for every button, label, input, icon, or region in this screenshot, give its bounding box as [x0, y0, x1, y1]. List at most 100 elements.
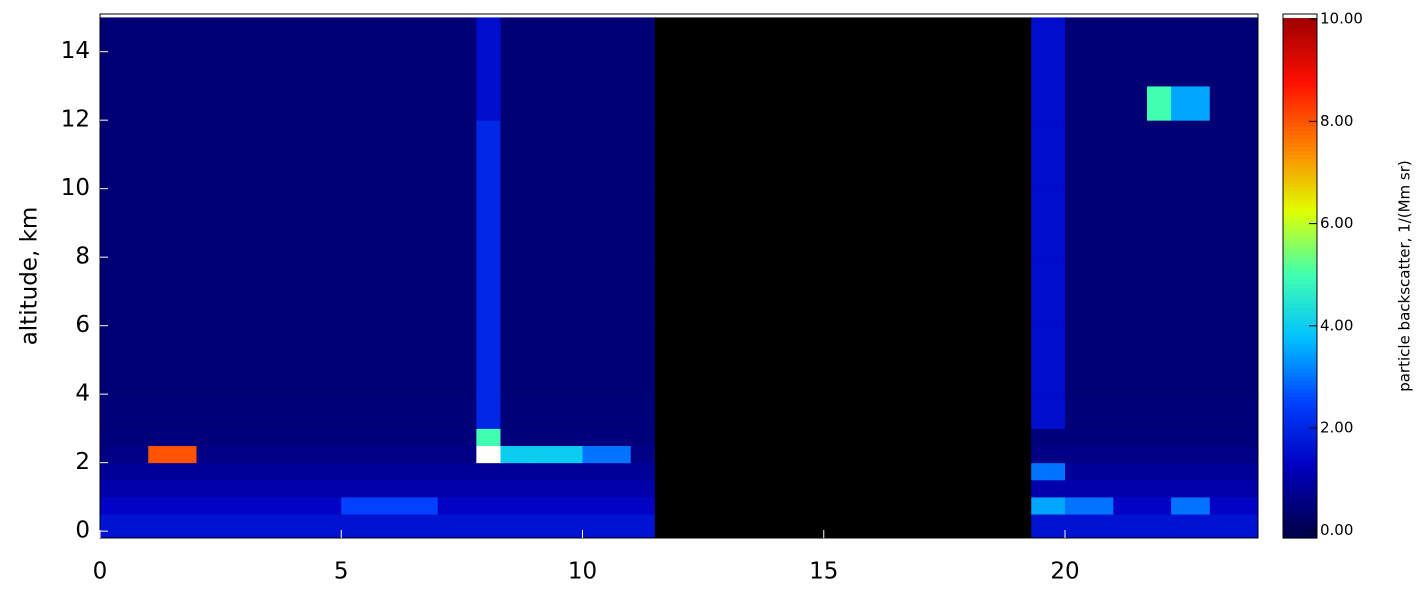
heatmap-cell — [1065, 445, 1114, 464]
heatmap-cell — [534, 428, 583, 447]
heatmap-cell — [1171, 514, 1211, 539]
heatmap-cell — [1065, 496, 1114, 515]
heatmap-cell — [500, 462, 535, 481]
heatmap-cell — [654, 445, 1032, 464]
heatmap-cell — [389, 479, 439, 498]
heatmap — [100, 17, 1259, 539]
colorbar-swatch — [1283, 50, 1317, 55]
heatmap-cell — [437, 496, 477, 515]
colorbar-swatch — [1283, 74, 1317, 80]
heatmap-cell — [500, 85, 535, 121]
heatmap-cell — [437, 514, 477, 539]
colorbar-swatch — [1283, 215, 1317, 221]
heatmap-cell — [1171, 428, 1211, 447]
colorbar-swatch — [1283, 384, 1317, 390]
colorbar-swatch — [1283, 404, 1317, 410]
heatmap-cell — [476, 462, 501, 481]
heatmap-cell — [630, 325, 656, 395]
colorbar-swatch — [1283, 336, 1317, 342]
heatmap-cell — [244, 120, 294, 190]
colorbar-swatch — [1283, 167, 1317, 172]
heatmap-cell — [100, 257, 149, 327]
colorbar-swatch — [1283, 409, 1317, 414]
heatmap-cell — [341, 85, 390, 121]
colorbar-swatch — [1283, 175, 1317, 180]
heatmap-cell — [476, 325, 501, 395]
colorbar-swatch — [1283, 138, 1317, 144]
colorbar-swatch — [1283, 70, 1317, 76]
heatmap-cell — [100, 428, 149, 447]
heatmap-cell — [582, 428, 632, 447]
heatmap-cell — [148, 257, 197, 327]
heatmap-cell — [389, 445, 439, 464]
heatmap-cell — [1113, 17, 1148, 87]
colorbar-swatch — [1283, 413, 1317, 418]
colorbar-swatch — [1283, 110, 1317, 116]
heatmap-cell — [1209, 394, 1259, 429]
heatmap-cell — [293, 394, 342, 429]
heatmap-cell — [1113, 188, 1148, 258]
colorbar-swatch — [1283, 30, 1317, 35]
plot-frame — [99, 13, 1259, 539]
heatmap-cell — [476, 85, 501, 121]
colorbar-swatch — [1283, 78, 1317, 84]
heatmap-cell — [500, 188, 535, 258]
colorbar-swatch — [1283, 477, 1317, 483]
colorbar-swatch — [1283, 489, 1317, 495]
colorbar-swatch — [1283, 421, 1317, 426]
colorbar-swatch — [1283, 126, 1317, 132]
heatmap-cell — [1065, 120, 1114, 190]
x-tick-label: 10 — [568, 559, 597, 585]
colorbar-swatch — [1283, 485, 1317, 491]
colorbar-swatch — [1283, 247, 1317, 253]
colorbar-swatch — [1283, 449, 1317, 454]
colorbar-swatch — [1283, 251, 1317, 257]
heatmap-cell — [1065, 17, 1114, 87]
colorbar-swatch — [1283, 227, 1317, 233]
colorbar-swatch — [1283, 300, 1317, 305]
colorbar-swatch — [1283, 509, 1317, 515]
heatmap-cell — [196, 120, 246, 190]
heatmap-cell — [1147, 188, 1172, 258]
colorbar-swatch — [1283, 255, 1317, 261]
heatmap-cell — [1113, 394, 1148, 429]
heatmap-cell — [1113, 325, 1148, 395]
heatmap-cell — [654, 85, 1032, 121]
heatmap-cell — [1031, 479, 1066, 498]
heatmap-cell — [244, 85, 294, 121]
heatmap-cell — [148, 479, 197, 498]
heatmap-cell — [100, 394, 149, 429]
heatmap-cell — [500, 428, 535, 447]
y-tick-label: 0 — [75, 518, 90, 544]
colorbar-swatch — [1283, 271, 1317, 277]
heatmap-cell — [476, 445, 501, 464]
heatmap-cell — [196, 445, 246, 464]
heatmap-cell — [293, 496, 342, 515]
heatmap-cell — [500, 445, 535, 464]
heatmap-cell — [654, 120, 1032, 190]
heatmap-cell — [389, 85, 439, 121]
colorbar-swatch — [1283, 171, 1317, 176]
colorbar-swatch — [1283, 481, 1317, 487]
heatmap-cell — [1209, 462, 1259, 481]
heatmap-cell — [582, 462, 632, 481]
colorbar-tick-label: 0.00 — [1320, 521, 1353, 539]
heatmap-cell — [1147, 514, 1172, 539]
heatmap-cell — [476, 17, 501, 87]
heatmap-cell — [100, 188, 149, 258]
heatmap-cell — [1031, 428, 1066, 447]
heatmap-cell — [389, 394, 439, 429]
heatmap-cell — [1209, 479, 1259, 498]
colorbar-swatch — [1283, 62, 1317, 67]
heatmap-cell — [437, 120, 477, 190]
heatmap-cell — [148, 325, 197, 395]
y-tick-label: 6 — [75, 312, 90, 338]
heatmap-cell — [1171, 325, 1211, 395]
heatmap-cell — [582, 257, 632, 327]
colorbar-swatch — [1283, 352, 1317, 358]
heatmap-cell — [196, 257, 246, 327]
heatmap-cell — [630, 514, 656, 539]
heatmap-cell — [1209, 188, 1259, 258]
heatmap-cell — [196, 394, 246, 429]
heatmap-cell — [293, 514, 342, 539]
